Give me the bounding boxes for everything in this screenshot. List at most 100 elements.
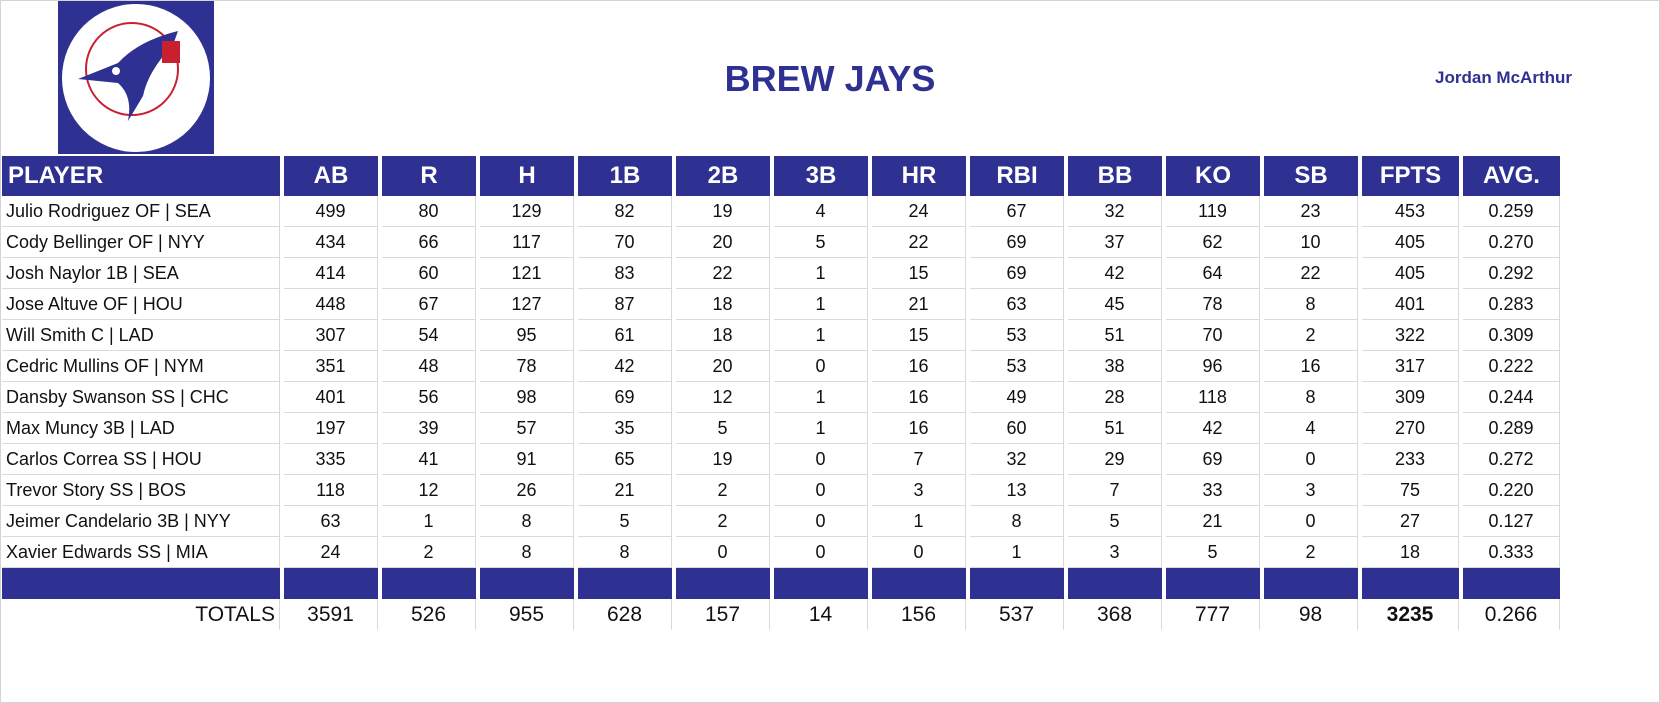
stat-cell[interactable]: 405	[1362, 227, 1459, 258]
stat-cell[interactable]: 0.292	[1463, 258, 1560, 289]
stat-cell[interactable]: 16	[872, 413, 966, 444]
stat-cell[interactable]: 0	[774, 444, 868, 475]
player-cell[interactable]: Dansby Swanson SS | CHC	[2, 382, 280, 413]
total-cell[interactable]: 0.266	[1463, 599, 1560, 630]
stat-cell[interactable]: 21	[578, 475, 672, 506]
stat-cell[interactable]: 127	[480, 289, 574, 320]
stat-cell[interactable]: 35	[578, 413, 672, 444]
stat-cell[interactable]: 39	[382, 413, 476, 444]
total-cell[interactable]: 368	[1068, 599, 1162, 630]
stat-cell[interactable]: 2	[1264, 537, 1358, 568]
stat-cell[interactable]: 53	[970, 351, 1064, 382]
stat-cell[interactable]: 0.333	[1463, 537, 1560, 568]
stat-cell[interactable]: 1	[774, 258, 868, 289]
stat-cell[interactable]: 78	[1166, 289, 1260, 320]
stat-cell[interactable]: 499	[284, 196, 378, 227]
stat-cell[interactable]: 67	[970, 196, 1064, 227]
player-cell[interactable]: Carlos Correa SS | HOU	[2, 444, 280, 475]
stat-cell[interactable]: 69	[1166, 444, 1260, 475]
stat-cell[interactable]: 118	[284, 475, 378, 506]
total-cell[interactable]: 14	[774, 599, 868, 630]
stat-cell[interactable]: 335	[284, 444, 378, 475]
stat-cell[interactable]: 20	[676, 227, 770, 258]
stat-cell[interactable]: 96	[1166, 351, 1260, 382]
stat-cell[interactable]: 0.272	[1463, 444, 1560, 475]
stat-cell[interactable]: 18	[676, 320, 770, 351]
stat-cell[interactable]: 0	[872, 537, 966, 568]
stat-cell[interactable]: 51	[1068, 320, 1162, 351]
stat-cell[interactable]: 70	[1166, 320, 1260, 351]
stat-cell[interactable]: 448	[284, 289, 378, 320]
stat-cell[interactable]: 0.309	[1463, 320, 1560, 351]
stat-cell[interactable]: 24	[284, 537, 378, 568]
stat-cell[interactable]: 0.259	[1463, 196, 1560, 227]
stat-cell[interactable]: 0	[774, 537, 868, 568]
stat-cell[interactable]: 8	[1264, 289, 1358, 320]
totals-label[interactable]: TOTALS	[2, 599, 280, 630]
stat-cell[interactable]: 48	[382, 351, 476, 382]
stat-cell[interactable]: 1	[774, 320, 868, 351]
stat-cell[interactable]: 2	[676, 475, 770, 506]
stat-cell[interactable]: 118	[1166, 382, 1260, 413]
stat-cell[interactable]: 2	[1264, 320, 1358, 351]
stat-cell[interactable]: 1	[872, 506, 966, 537]
stat-cell[interactable]: 4	[774, 196, 868, 227]
stat-cell[interactable]: 70	[578, 227, 672, 258]
stat-cell[interactable]: 2	[676, 506, 770, 537]
total-cell[interactable]: 98	[1264, 599, 1358, 630]
stat-cell[interactable]: 41	[382, 444, 476, 475]
player-cell[interactable]: Cedric Mullins OF | NYM	[2, 351, 280, 382]
total-cell[interactable]: 156	[872, 599, 966, 630]
stat-cell[interactable]: 15	[872, 320, 966, 351]
stat-cell[interactable]: 3	[872, 475, 966, 506]
stat-cell[interactable]: 307	[284, 320, 378, 351]
stat-cell[interactable]: 121	[480, 258, 574, 289]
stat-cell[interactable]: 32	[970, 444, 1064, 475]
stat-cell[interactable]: 24	[872, 196, 966, 227]
stat-cell[interactable]: 63	[284, 506, 378, 537]
stat-cell[interactable]: 0	[774, 475, 868, 506]
stat-cell[interactable]: 117	[480, 227, 574, 258]
stat-cell[interactable]: 45	[1068, 289, 1162, 320]
stat-cell[interactable]: 0	[774, 351, 868, 382]
player-cell[interactable]: Will Smith C | LAD	[2, 320, 280, 351]
stat-cell[interactable]: 19	[676, 196, 770, 227]
stat-cell[interactable]: 7	[1068, 475, 1162, 506]
stat-cell[interactable]: 5	[774, 227, 868, 258]
stat-cell[interactable]: 60	[382, 258, 476, 289]
stat-cell[interactable]: 2	[382, 537, 476, 568]
stat-cell[interactable]: 270	[1362, 413, 1459, 444]
stat-cell[interactable]: 16	[872, 351, 966, 382]
stat-cell[interactable]: 13	[970, 475, 1064, 506]
stat-cell[interactable]: 1	[382, 506, 476, 537]
stat-cell[interactable]: 62	[1166, 227, 1260, 258]
player-cell[interactable]: Trevor Story SS | BOS	[2, 475, 280, 506]
player-cell[interactable]: Cody Bellinger OF | NYY	[2, 227, 280, 258]
stat-cell[interactable]: 21	[872, 289, 966, 320]
stat-cell[interactable]: 49	[970, 382, 1064, 413]
stat-cell[interactable]: 87	[578, 289, 672, 320]
stat-cell[interactable]: 10	[1264, 227, 1358, 258]
stat-cell[interactable]: 322	[1362, 320, 1459, 351]
total-cell[interactable]: 526	[382, 599, 476, 630]
stat-cell[interactable]: 1	[970, 537, 1064, 568]
stat-cell[interactable]: 56	[382, 382, 476, 413]
stat-cell[interactable]: 1	[774, 382, 868, 413]
stat-cell[interactable]: 53	[970, 320, 1064, 351]
stat-cell[interactable]: 309	[1362, 382, 1459, 413]
stat-cell[interactable]: 22	[872, 227, 966, 258]
stat-cell[interactable]: 54	[382, 320, 476, 351]
stat-cell[interactable]: 82	[578, 196, 672, 227]
total-cell[interactable]: 537	[970, 599, 1064, 630]
stat-cell[interactable]: 67	[382, 289, 476, 320]
stat-cell[interactable]: 0	[676, 537, 770, 568]
stat-cell[interactable]: 8	[578, 537, 672, 568]
stat-cell[interactable]: 60	[970, 413, 1064, 444]
stat-cell[interactable]: 69	[578, 382, 672, 413]
stat-cell[interactable]: 351	[284, 351, 378, 382]
stat-cell[interactable]: 29	[1068, 444, 1162, 475]
stat-cell[interactable]: 32	[1068, 196, 1162, 227]
stat-cell[interactable]: 12	[382, 475, 476, 506]
stat-cell[interactable]: 16	[872, 382, 966, 413]
stat-cell[interactable]: 0.244	[1463, 382, 1560, 413]
